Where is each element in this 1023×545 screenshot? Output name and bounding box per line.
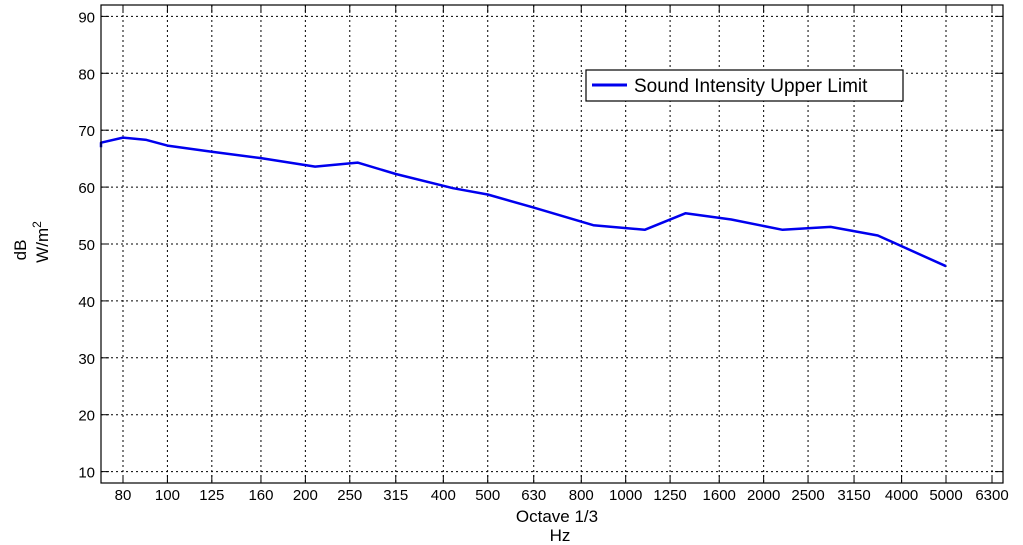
x-axis-unit: Hz bbox=[550, 526, 571, 545]
x-tick-label: 5000 bbox=[929, 487, 962, 504]
legend: Sound Intensity Upper Limit bbox=[585, 69, 904, 102]
y-tick-label: 40 bbox=[78, 294, 95, 311]
y-axis-unit: W/m2 bbox=[30, 221, 52, 263]
y-axis-unit-base: W/m bbox=[33, 228, 52, 263]
legend-box bbox=[585, 69, 904, 102]
x-tick-label: 1600 bbox=[703, 487, 736, 504]
x-axis-label: Octave 1/3 bbox=[516, 507, 598, 526]
y-tick-label: 50 bbox=[78, 237, 95, 254]
x-tick-label: 400 bbox=[431, 487, 456, 504]
y-tick-label: 60 bbox=[78, 180, 95, 197]
y-axis-unit-exponent: 2 bbox=[30, 221, 44, 228]
x-tick-label: 250 bbox=[337, 487, 362, 504]
ticks: 10 20 30 40 50 60 70 80 90 80 100 125 160 200 250 315 40… bbox=[78, 5, 1009, 504]
x-tick-label: 1000 bbox=[609, 487, 642, 504]
x-tick-label: 4000 bbox=[885, 487, 918, 504]
y-axis-label: dB bbox=[11, 240, 30, 261]
y-tick-label: 90 bbox=[78, 9, 95, 26]
y-tick-label: 70 bbox=[78, 123, 95, 140]
x-tick-label: 315 bbox=[383, 487, 408, 504]
y-tick-label: 30 bbox=[78, 351, 95, 368]
series-layer bbox=[99, 136, 947, 268]
x-tick-label: 2500 bbox=[791, 487, 824, 504]
x-tick-label: 160 bbox=[248, 487, 273, 504]
x-tick-label: 6300 bbox=[975, 487, 1008, 504]
y-tick-label: 10 bbox=[78, 465, 95, 482]
x-tick-label: 3150 bbox=[837, 487, 870, 504]
x-tick-label: 800 bbox=[569, 487, 594, 504]
y-tick-label: 20 bbox=[78, 408, 95, 425]
x-tick-label: 100 bbox=[155, 487, 180, 504]
x-tick-label: 200 bbox=[293, 487, 318, 504]
grid bbox=[101, 5, 1003, 483]
x-tick-label: 1250 bbox=[653, 487, 686, 504]
series-line bbox=[99, 136, 947, 268]
y-tick-label: 80 bbox=[78, 66, 95, 83]
x-tick-label: 80 bbox=[115, 487, 132, 504]
x-tick-label: 125 bbox=[199, 487, 224, 504]
legend-label: Sound Intensity Upper Limit bbox=[634, 76, 868, 97]
x-tick-label: 500 bbox=[475, 487, 500, 504]
x-tick-label: 630 bbox=[521, 487, 546, 504]
x-tick-label: 2000 bbox=[747, 487, 780, 504]
